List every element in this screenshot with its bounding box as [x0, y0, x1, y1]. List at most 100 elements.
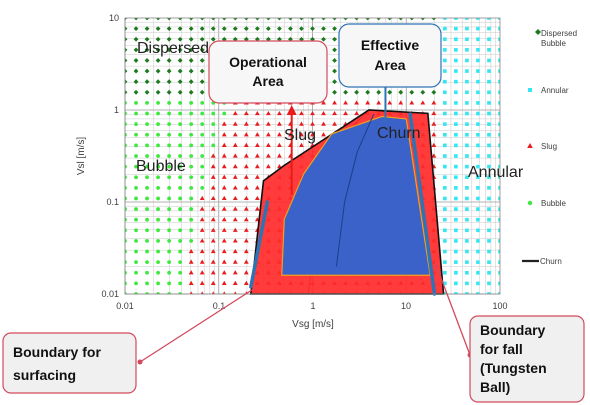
bubble-point: [167, 132, 172, 137]
dispersed-bubble-point: [243, 26, 249, 32]
annular-point: [443, 175, 447, 180]
bubble-point: [167, 122, 172, 127]
annular-point: [487, 132, 491, 137]
bubble-point: [200, 175, 205, 180]
annular-point: [443, 37, 447, 42]
bubble-point: [178, 111, 183, 116]
bubble-point: [178, 164, 183, 169]
annular-point: [465, 239, 469, 243]
slug-point: [188, 259, 194, 264]
bubble-point: [211, 143, 216, 148]
annular-point: [443, 90, 447, 95]
annular-point: [476, 228, 480, 233]
annular-point: [476, 186, 480, 190]
slug-point: [243, 110, 249, 116]
dispersed-bubble-point: [144, 26, 150, 32]
annular-point: [465, 186, 469, 190]
dispersed-bubble-point: [177, 26, 183, 32]
annular-point: [465, 79, 469, 84]
dispersed-bubble-point: [188, 26, 194, 32]
regime-areas: [249, 73, 445, 296]
slug-point: [199, 270, 205, 275]
annular-point: [487, 48, 491, 52]
bubble-point: [145, 143, 149, 148]
annular-point: [454, 239, 458, 243]
slug-point: [210, 248, 216, 254]
annular-point: [487, 292, 491, 294]
annular-point: [487, 164, 491, 169]
slug-point: [299, 142, 304, 147]
slug-point: [199, 217, 205, 222]
bubble-point: [125, 196, 127, 201]
bubble-point: [134, 122, 138, 127]
slug-point: [221, 238, 227, 243]
slug-point: [277, 142, 282, 147]
dispersed-bubble-point: [321, 26, 326, 32]
annular-point: [476, 217, 480, 222]
slug-point: [254, 195, 260, 201]
dispersed-bubble-point: [431, 18, 437, 21]
slug-point: [310, 110, 315, 116]
bubble-point: [167, 260, 172, 265]
slug-point: [232, 195, 238, 201]
annular-point: [443, 249, 447, 254]
annular-point: [443, 164, 447, 169]
legend-marker-dispersed-bubble: [535, 29, 541, 35]
annular-point: [498, 26, 500, 31]
dispersed-bubble-point: [166, 47, 172, 53]
annular-point: [487, 281, 491, 286]
slug-point: [409, 100, 415, 105]
annular-point: [498, 249, 500, 254]
slug-point: [222, 291, 226, 294]
dispersed-bubble-point: [199, 68, 205, 74]
annular-point: [487, 270, 491, 275]
bubble-point: [156, 281, 160, 286]
dispersed-bubble-point: [188, 58, 194, 63]
bubble-point: [167, 281, 172, 286]
annular-point: [498, 292, 500, 294]
dispersed-bubble-point: [166, 79, 172, 85]
bubble-point: [189, 154, 194, 158]
bubble-point: [145, 260, 149, 265]
bubble-point: [189, 175, 194, 180]
slug-point: [210, 185, 216, 190]
slug-point: [354, 110, 360, 116]
boundary-fall-line: [408, 112, 437, 296]
slug-point: [221, 280, 227, 285]
annular-point: [498, 90, 500, 95]
bubble-point: [125, 111, 127, 116]
annular-point: [476, 175, 480, 180]
dispersed-bubble-point: [265, 26, 271, 32]
bubble-point: [167, 175, 172, 180]
annular-point: [476, 270, 480, 275]
slug-point: [243, 206, 249, 211]
dispersed-bubble-point: [299, 36, 304, 42]
effective-area-callout: Effective Area: [338, 23, 442, 88]
boundary-surfacing-box: [2, 332, 137, 394]
dispersed-bubble-point: [199, 26, 205, 32]
bubble-point: [134, 175, 138, 180]
slug-point: [321, 100, 326, 105]
bubble-point: [167, 154, 172, 158]
dispersed-bubble-point: [166, 68, 172, 74]
annular-point: [454, 48, 458, 52]
slug-point: [199, 248, 205, 254]
legend-marker-annular: [528, 88, 532, 92]
bubble-point: [125, 217, 127, 222]
annular-point: [476, 122, 480, 126]
annular-point: [443, 228, 447, 233]
slug-point: [343, 100, 348, 105]
bubble-point: [134, 154, 138, 158]
bubble-point: [178, 175, 183, 180]
dispersed-bubble-point: [310, 26, 315, 32]
legend-marker-slug: [527, 143, 533, 148]
slug-point: [254, 206, 260, 211]
annular-point: [454, 154, 458, 158]
bubble-point: [200, 185, 205, 190]
annular-point: [476, 26, 480, 31]
annular-point: [476, 260, 480, 264]
slug-point: [254, 164, 260, 169]
dispersed-bubble-point: [125, 18, 128, 21]
dispersed-bubble-point: [133, 89, 139, 95]
dispersed-bubble-point: [144, 68, 150, 74]
